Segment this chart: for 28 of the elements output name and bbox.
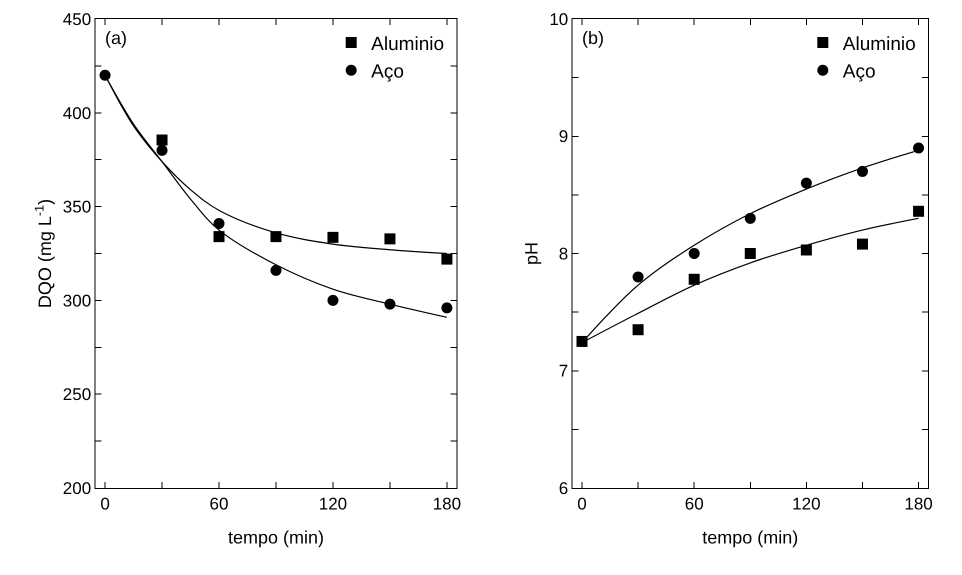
legend-label: Aluminio	[842, 34, 916, 55]
y-tick-label: 7	[558, 362, 568, 381]
x-tick-label: 0	[100, 494, 110, 514]
x-tick-label: 120	[318, 494, 348, 514]
y-tick-label: 9	[558, 127, 568, 146]
x-tick-label: 180	[904, 494, 933, 514]
x-axis-title: tempo (min)	[228, 528, 324, 548]
x-tick-label: 120	[792, 494, 821, 514]
annotation: (b)	[582, 28, 604, 48]
x-tick-label: 60	[684, 494, 704, 514]
y-tick-label: 350	[62, 198, 92, 217]
x-tick-label: 0	[577, 494, 587, 514]
y-tick-label: 300	[62, 291, 92, 310]
y-tick-label: 8	[558, 244, 568, 264]
y-tick-label: 10	[549, 10, 568, 29]
y-tick-label: 200	[62, 478, 92, 498]
y-tick-label: 450	[62, 10, 92, 29]
legend-label: Aço	[842, 62, 876, 83]
annotation: (a)	[105, 28, 127, 48]
x-axis-title: tempo (min)	[702, 528, 798, 548]
y-tick-label: 250	[62, 385, 92, 404]
y-tick-label: 6	[558, 478, 568, 498]
legend-label: Aluminio	[371, 34, 444, 55]
legend-label: Aço	[371, 62, 404, 83]
y-tick-label: 400	[62, 104, 92, 123]
x-tick-label: 180	[432, 494, 462, 514]
x-tick-label: 60	[210, 494, 228, 514]
y-axis-title: pH	[522, 242, 542, 266]
